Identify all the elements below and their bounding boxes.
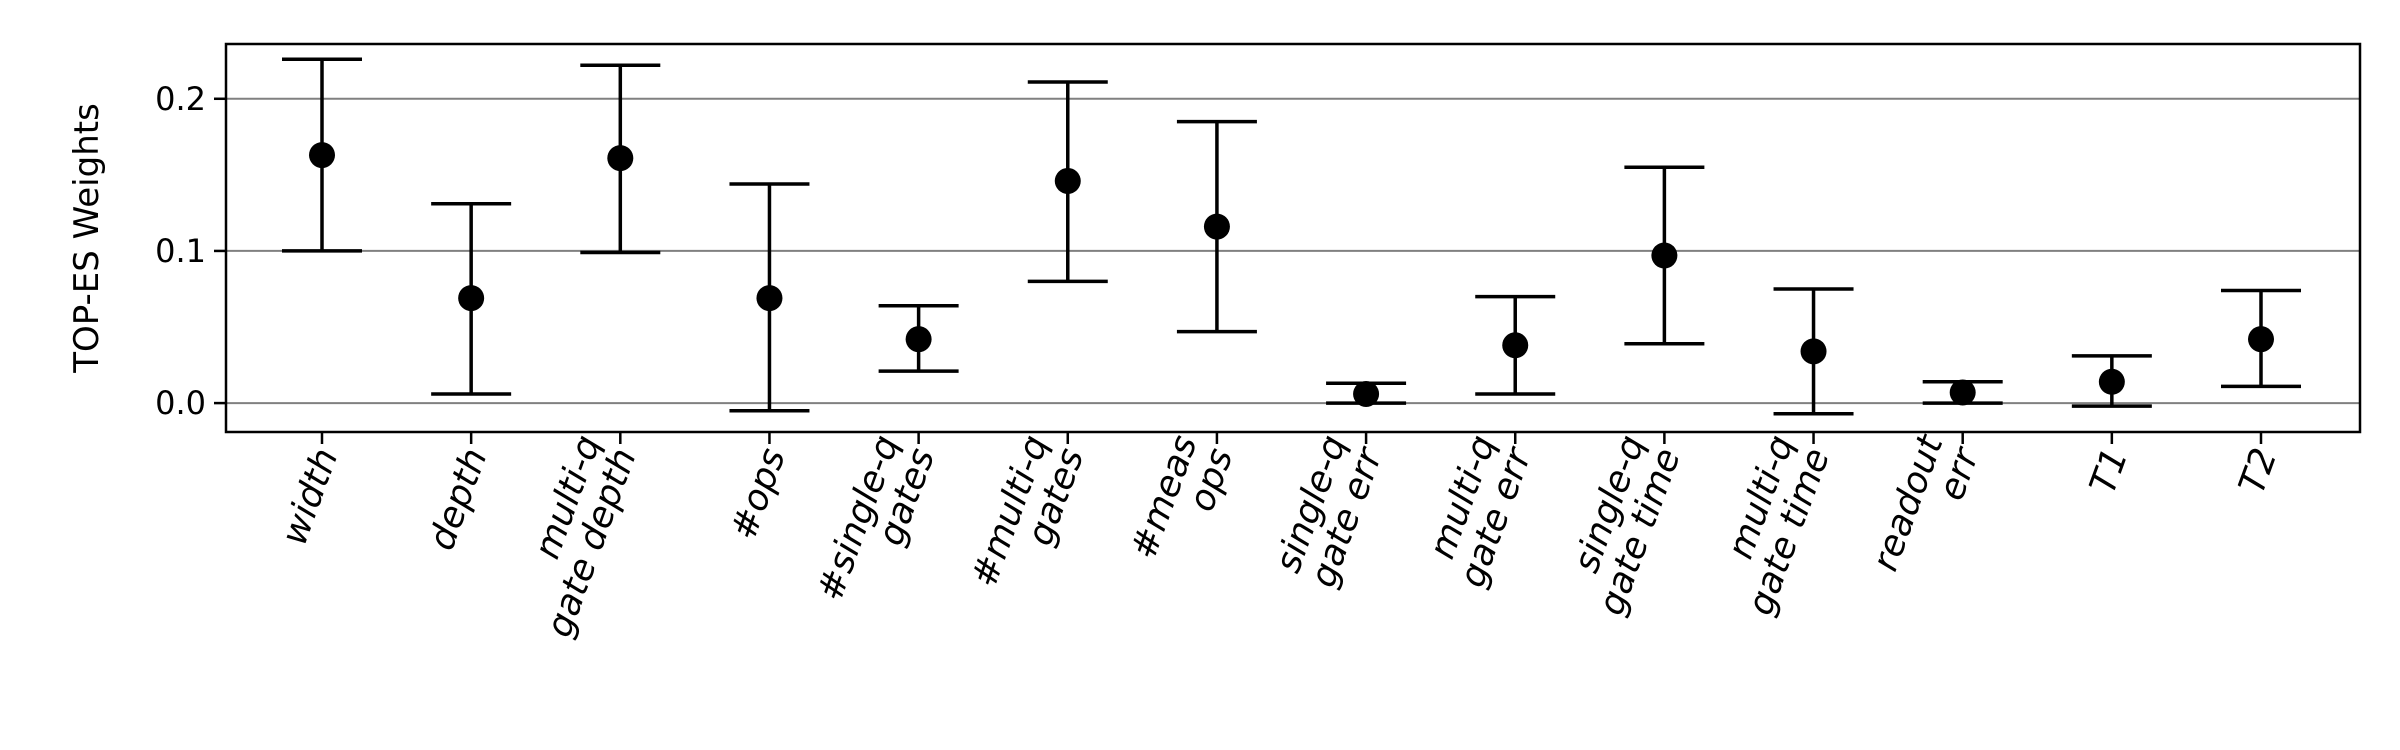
y-axis-ticks: 0.0 0.1 0.2 <box>155 80 226 422</box>
data-point <box>2248 326 2274 353</box>
y-tick-label: 0.2 <box>155 80 206 118</box>
x-tick-label-line: width <box>274 443 346 550</box>
data-point <box>1353 380 1380 407</box>
x-axis-ticks: width depth multi-qgate depth #ops #single-q… <box>274 428 2286 643</box>
x-tick-label-line: readout <box>1865 428 1952 576</box>
data-point <box>1054 167 1081 194</box>
x-tick-label: readouterr <box>1865 428 1988 589</box>
data-point <box>1502 332 1529 359</box>
data-point <box>2098 368 2125 395</box>
x-tick-label: #ops <box>723 443 794 545</box>
x-tick-label: #measops <box>1123 430 1241 577</box>
data-point <box>1203 213 1230 240</box>
x-tick-label: multi-qgate time <box>1704 430 1838 620</box>
data-point <box>1651 242 1678 269</box>
x-tick-label: single-qgate time <box>1555 430 1689 620</box>
data-point <box>309 142 335 169</box>
data-point <box>458 285 485 312</box>
data-point <box>1949 379 1976 406</box>
x-tick-label-line: depth <box>421 443 495 555</box>
x-tick-label-line: T2 <box>2232 443 2286 499</box>
x-tick-label: T1 <box>2082 443 2136 499</box>
x-tick-label: multi-qgate err <box>1416 428 1540 593</box>
grid-lines <box>226 97 2360 405</box>
data-point <box>756 285 783 312</box>
x-tick-label: width <box>274 443 346 550</box>
data-point <box>607 145 634 172</box>
x-tick-label-line: T1 <box>2082 443 2136 499</box>
y-tick-label: 0.0 <box>155 384 206 422</box>
plot-frame <box>224 42 2362 434</box>
error-bars <box>282 57 2301 416</box>
y-tick-label: 0.1 <box>155 232 206 270</box>
x-tick-label: #single-qgates <box>810 430 943 619</box>
x-tick-label: single-qgate err <box>1267 428 1391 593</box>
x-tick-label: depth <box>421 443 495 555</box>
data-point <box>905 326 932 353</box>
x-tick-label: multi-qgate depth <box>503 430 645 643</box>
y-axis-title: TOP-ES Weights <box>67 103 107 374</box>
x-tick-label-line: #ops <box>723 443 794 545</box>
data-point <box>1800 338 1827 365</box>
x-tick-label: T2 <box>2232 443 2286 499</box>
x-tick-label: #multi-qgates <box>964 430 1092 606</box>
